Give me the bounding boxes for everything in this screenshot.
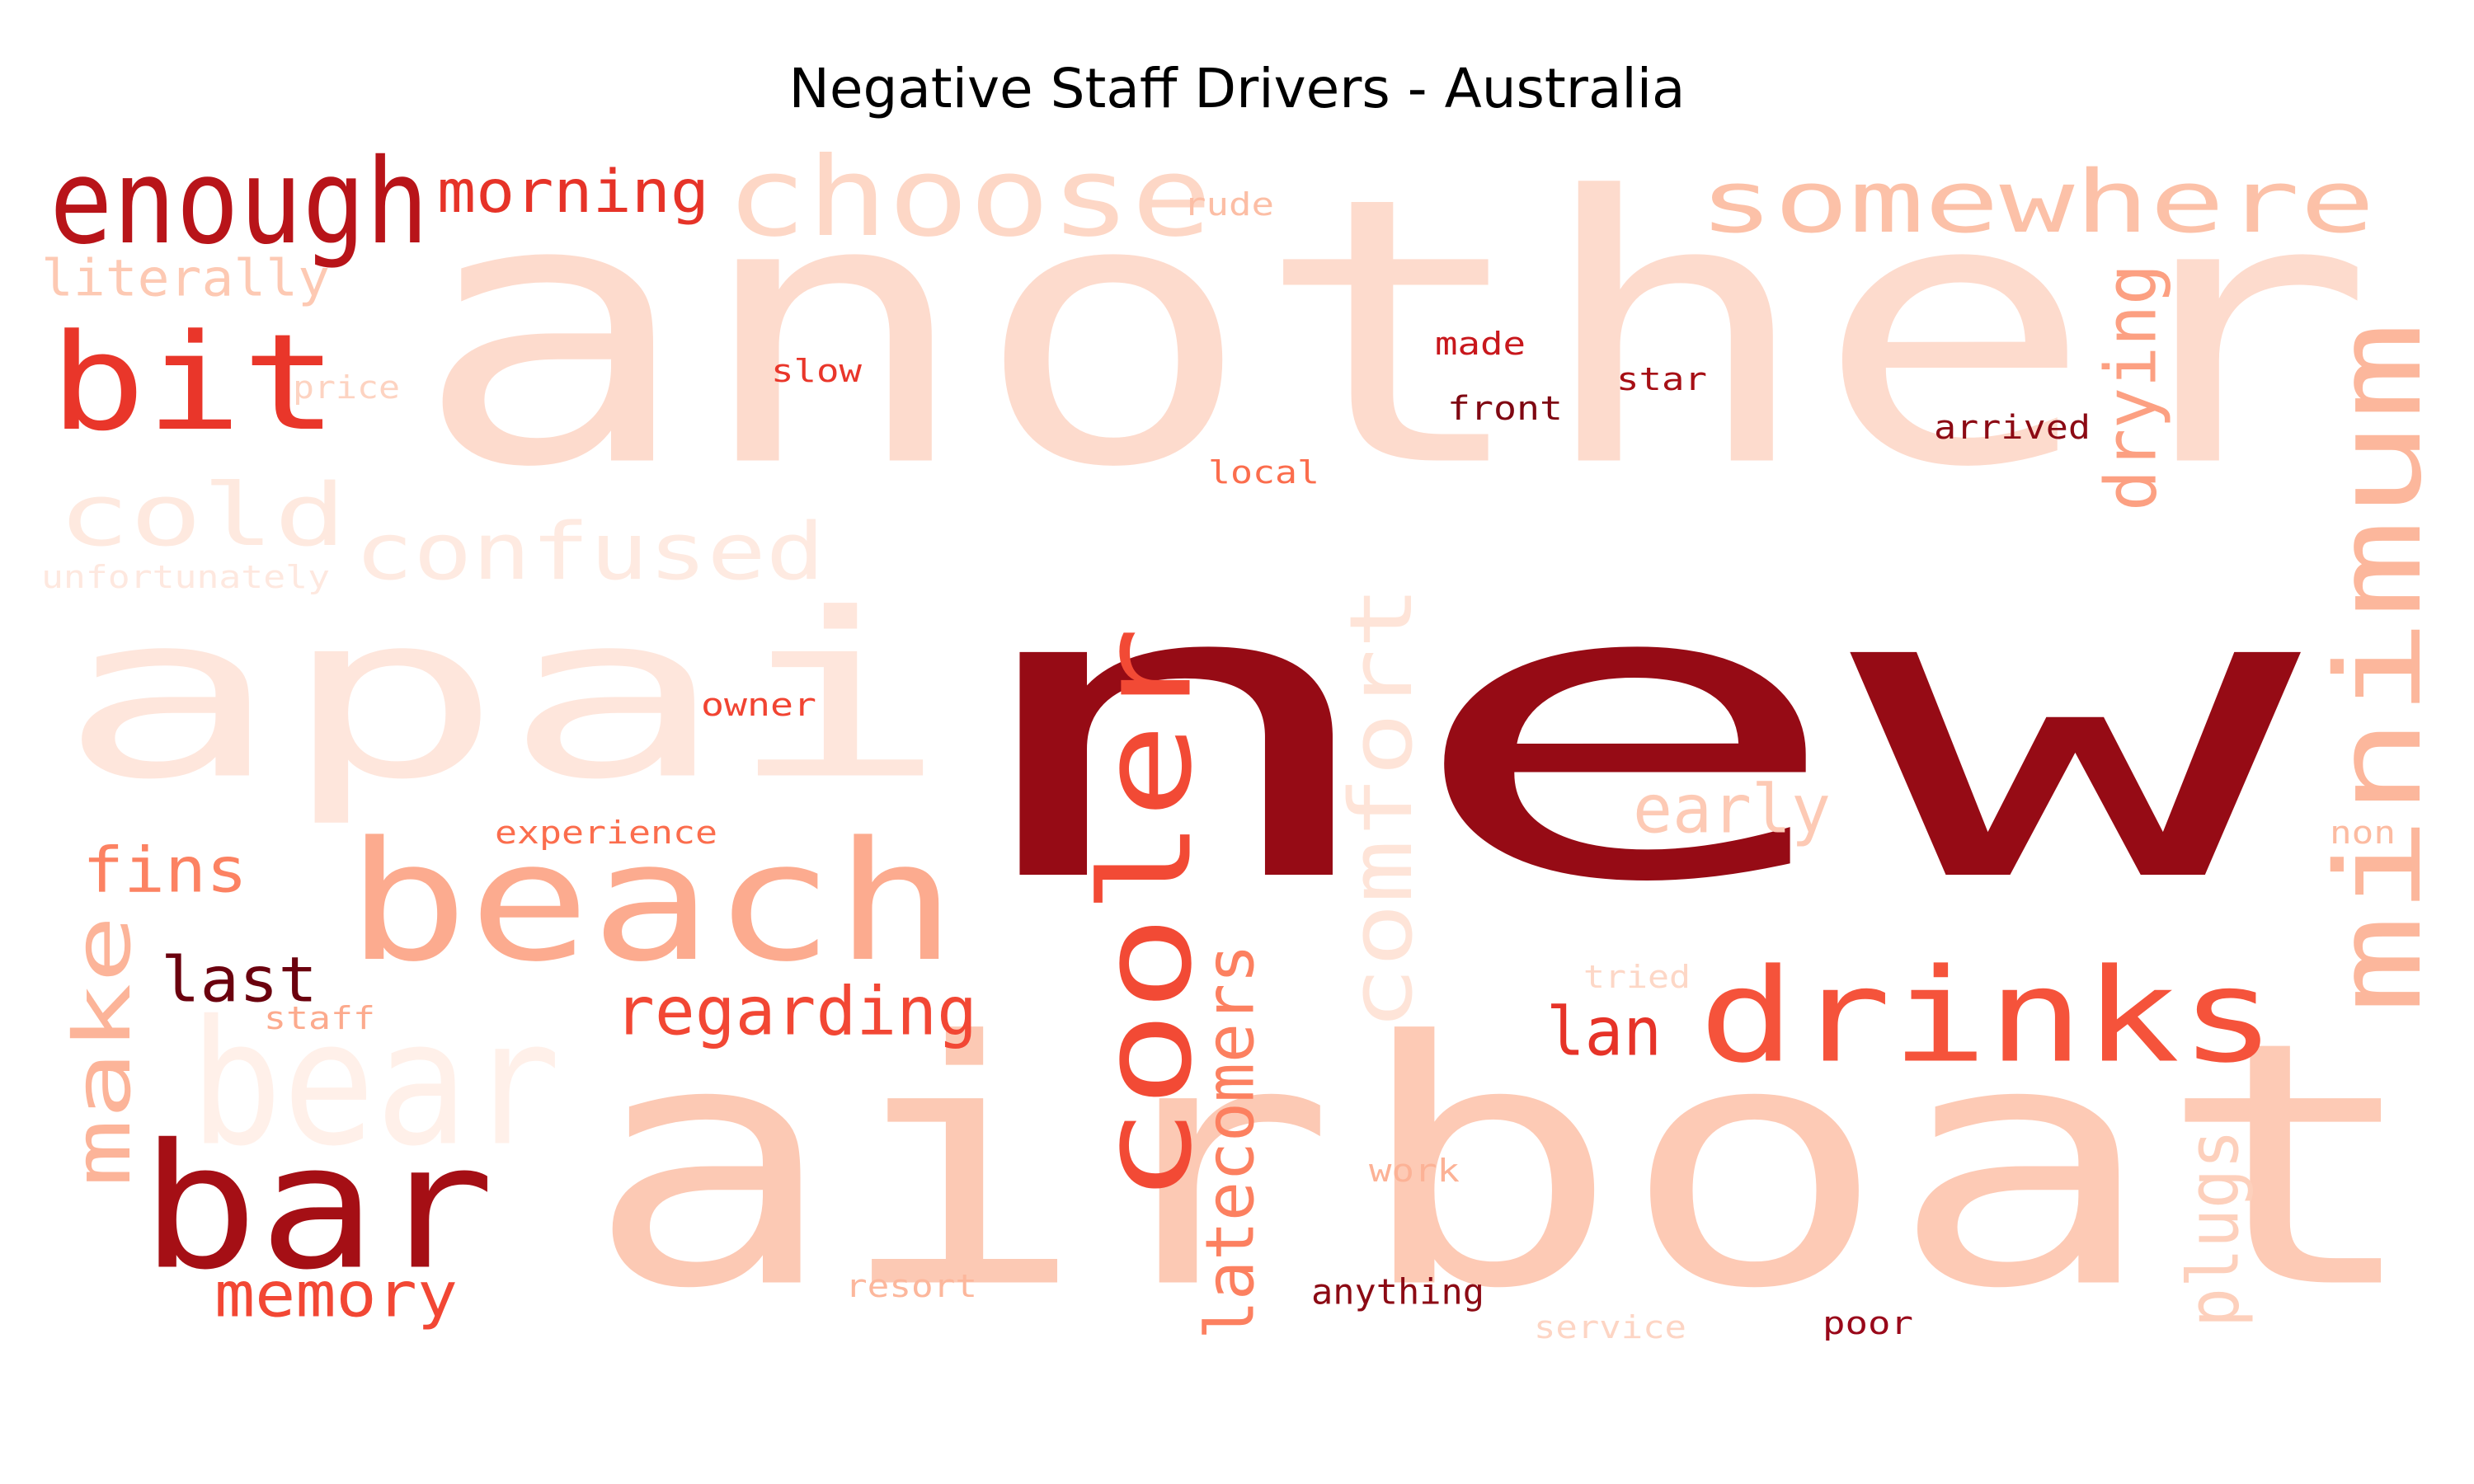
word-lan: lan bbox=[1546, 994, 1662, 1072]
word-fins: fins bbox=[82, 834, 247, 907]
word-resort: resort bbox=[845, 1268, 977, 1304]
word-beach: beach bbox=[346, 807, 957, 998]
word-unfortunately: unfortunately bbox=[41, 559, 330, 595]
word-somewhere: somewhere bbox=[1699, 152, 2375, 252]
word-literally: literally bbox=[41, 249, 330, 308]
word-staff: staff bbox=[264, 1000, 375, 1036]
word-morning: morning bbox=[437, 157, 709, 226]
word-memory: memory bbox=[214, 1258, 458, 1331]
word-tried: tried bbox=[1583, 959, 1691, 995]
word-drying: drying bbox=[2091, 264, 2173, 511]
word-arrived: arrived bbox=[1934, 409, 2091, 447]
word-choose: choose bbox=[726, 134, 1212, 261]
word-cold: cold bbox=[58, 465, 346, 566]
word-new: new bbox=[948, 496, 2307, 971]
word-confused: confused bbox=[355, 507, 825, 598]
word-service: service bbox=[1534, 1309, 1686, 1345]
word-apai: apai bbox=[58, 565, 948, 829]
word-work: work bbox=[1369, 1153, 1460, 1189]
word-poor: poor bbox=[1823, 1305, 1913, 1341]
word-bit: bit bbox=[49, 306, 338, 461]
word-front: front bbox=[1447, 390, 1563, 428]
chart-title: Negative Staff Drivers - Australia bbox=[788, 57, 1686, 120]
word-drinks: drinks bbox=[1699, 942, 2276, 1092]
word-minimum: minimum bbox=[2311, 322, 2448, 1014]
word-early: early bbox=[1633, 772, 1831, 849]
word-slow: slow bbox=[771, 353, 862, 389]
word-comfort: comfort bbox=[1331, 585, 1432, 1031]
word-experience: experience bbox=[495, 815, 717, 851]
word-last: last bbox=[161, 943, 317, 1017]
word-another: another bbox=[412, 120, 2375, 548]
word-owner: owner bbox=[701, 687, 816, 723]
word-enough: enough bbox=[49, 134, 429, 270]
word-plugs: plugs bbox=[2174, 1129, 2255, 1327]
word-local: local bbox=[1208, 454, 1319, 491]
word-bear: bear bbox=[190, 984, 561, 1185]
word-made: made bbox=[1435, 326, 1526, 362]
word-make: make bbox=[58, 915, 148, 1187]
word-latecomers: latecomers bbox=[1192, 944, 1270, 1340]
word-air: air bbox=[586, 971, 1336, 1363]
word-boat: boat bbox=[1352, 971, 2425, 1363]
word-rude: rude bbox=[1183, 186, 1274, 223]
word-anything: anything bbox=[1311, 1272, 1484, 1313]
word-price: price bbox=[293, 369, 400, 406]
word-non: non bbox=[2330, 815, 2396, 851]
word-bar: bar bbox=[140, 1108, 495, 1308]
word-regarding: regarding bbox=[614, 974, 977, 1051]
word-star: star bbox=[1616, 361, 1707, 397]
word-cooler: cooler bbox=[1074, 627, 1220, 1204]
